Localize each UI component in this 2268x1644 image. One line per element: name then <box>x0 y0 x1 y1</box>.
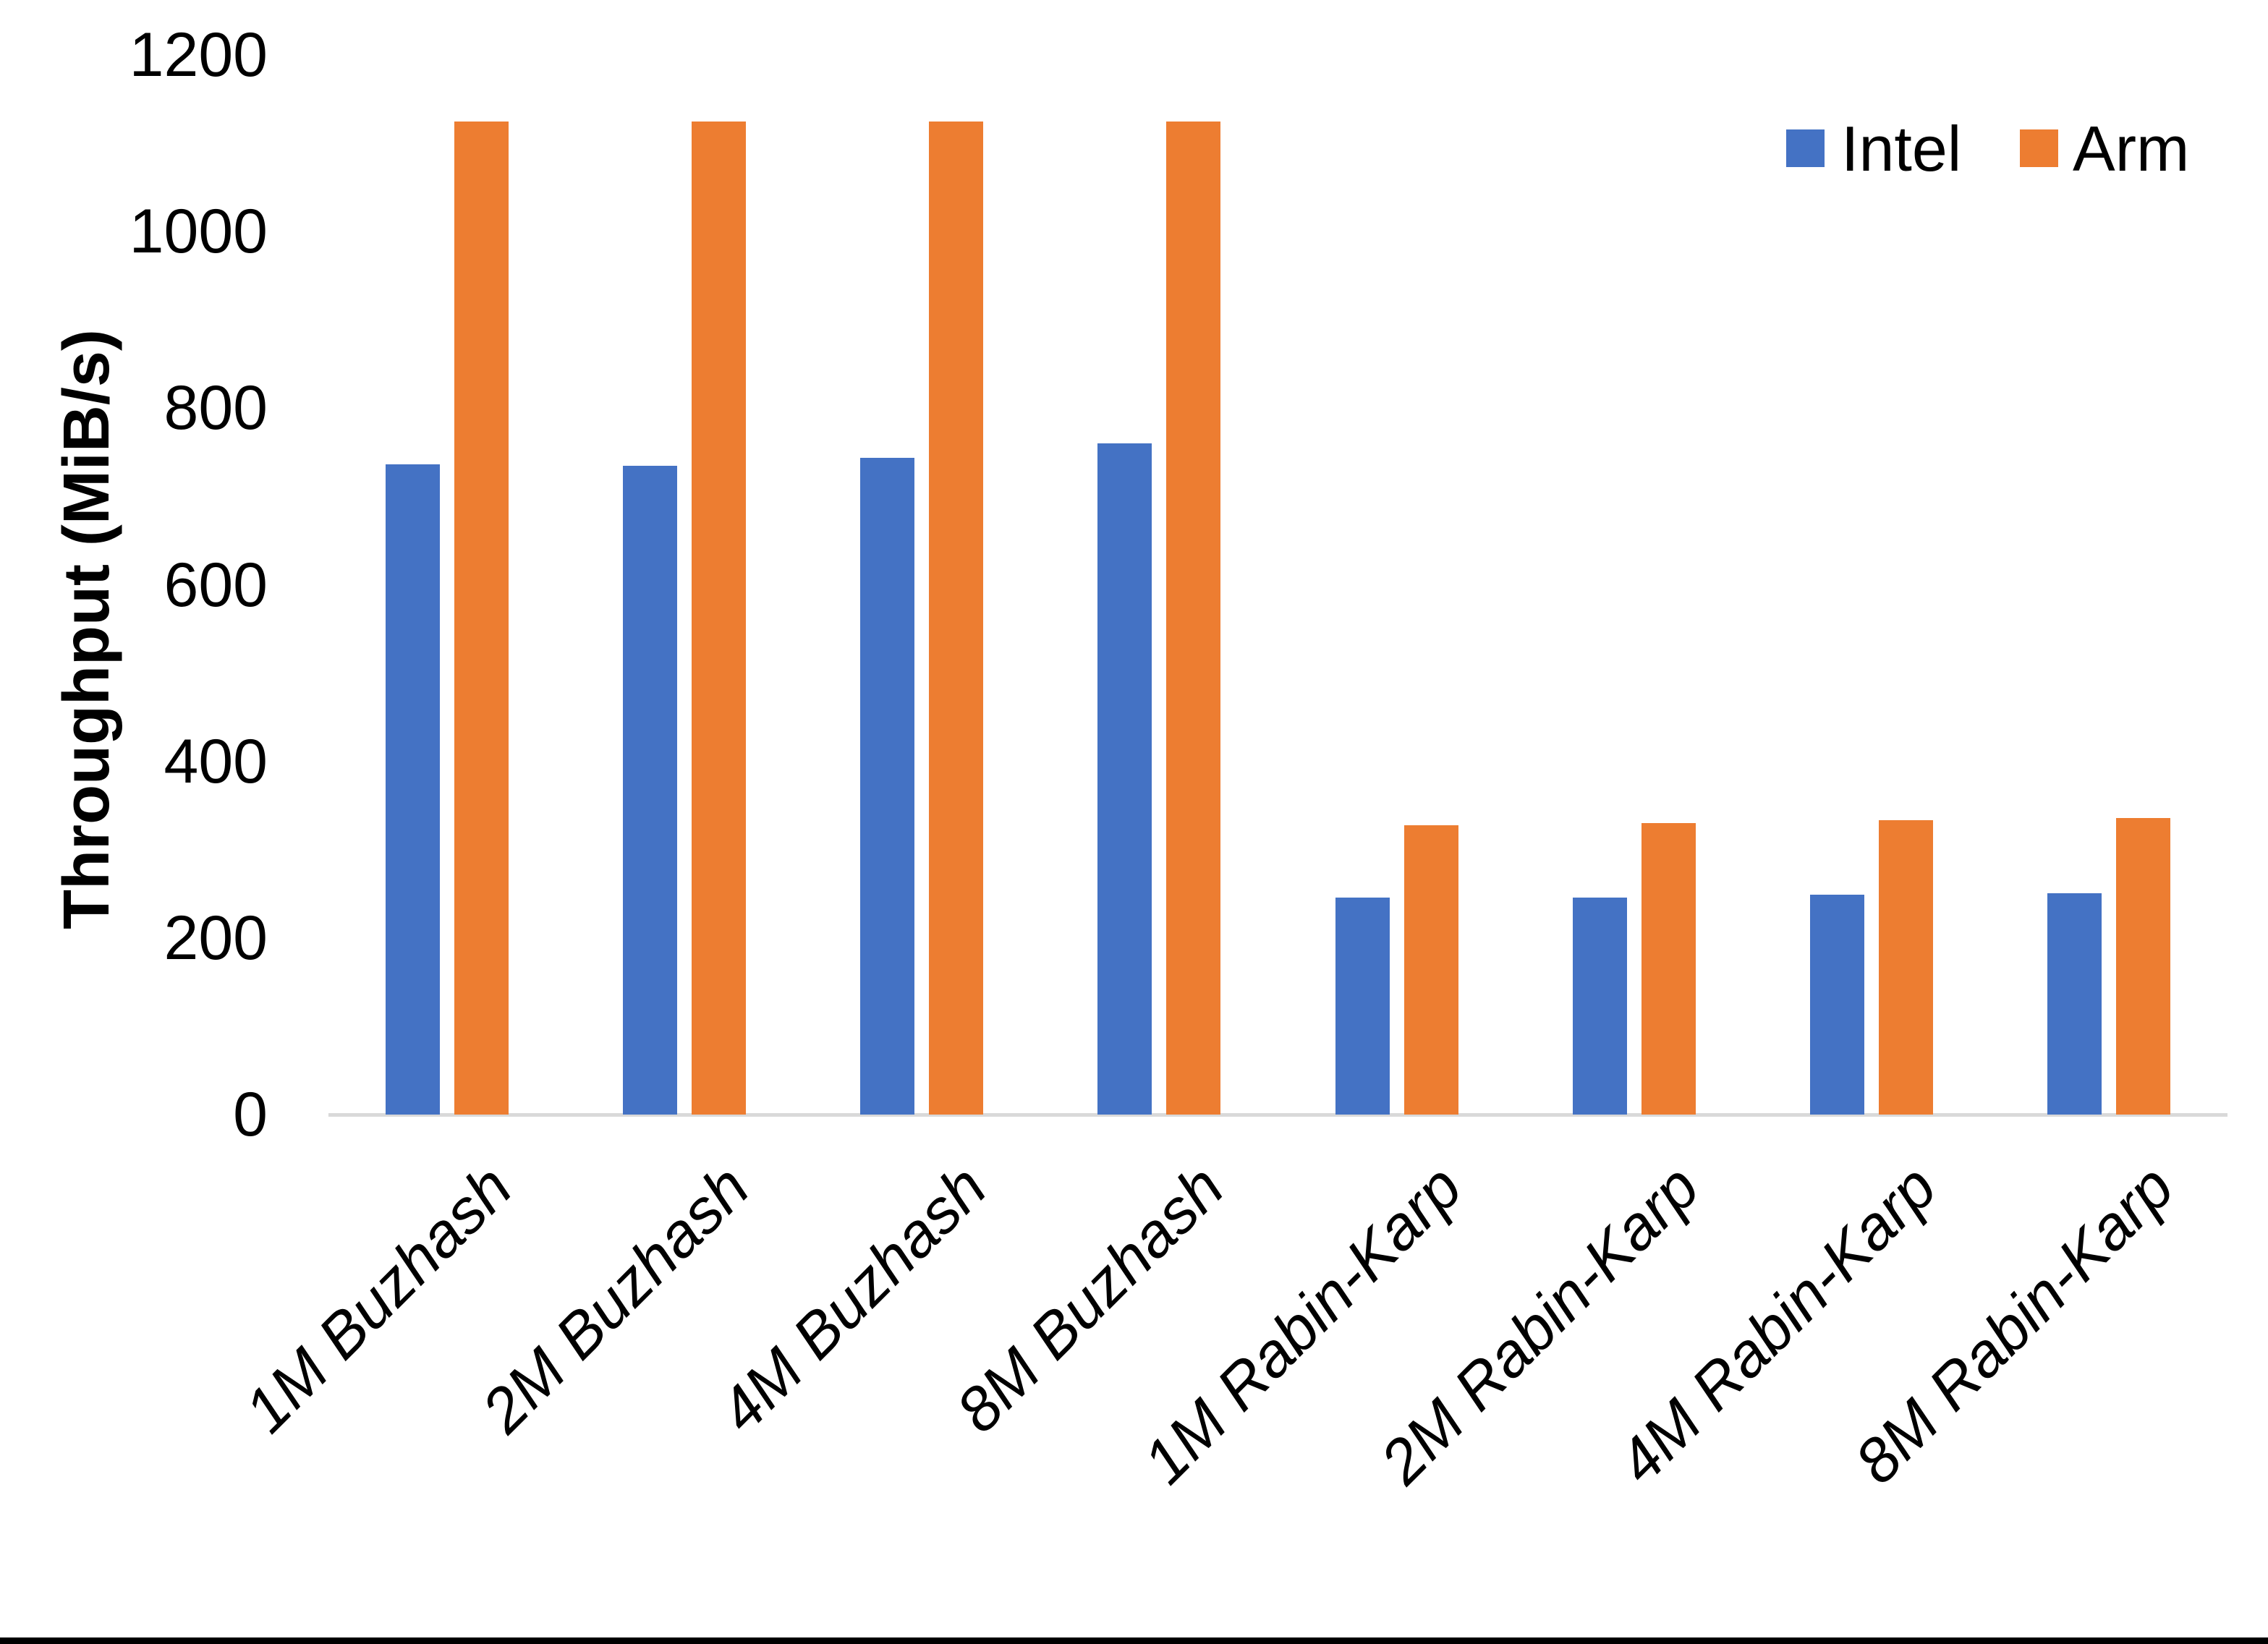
bar-intel-4m-buzhash <box>860 457 915 1115</box>
bar-intel-1m-buzhash <box>386 464 441 1115</box>
bar-arm-2m-rabin-karp <box>1641 823 1696 1115</box>
x-label-1m-buzhash: 1M Buzhash <box>232 1152 525 1446</box>
bar-arm-1m-rabin-karp <box>1403 825 1458 1115</box>
legend-label-intel: Intel <box>1841 113 1962 184</box>
y-tick-label-600: 600 <box>163 550 268 620</box>
bar-arm-1m-buzhash <box>454 121 509 1115</box>
bar-arm-4m-buzhash <box>929 121 984 1115</box>
bar-intel-4m-rabin-karp <box>1809 895 1864 1115</box>
x-axis-line <box>328 1113 2227 1117</box>
bar-intel-2m-rabin-karp <box>1572 897 1627 1115</box>
bar-arm-4m-rabin-karp <box>1878 820 1933 1115</box>
bottom-border <box>0 1637 2268 1644</box>
bar-intel-2m-buzhash <box>623 465 678 1115</box>
y-tick-label-0: 0 <box>233 1080 268 1149</box>
y-tick-label-400: 400 <box>163 726 268 796</box>
y-tick-label-200: 200 <box>163 903 268 973</box>
bar-arm-8m-buzhash <box>1166 121 1221 1115</box>
bar-intel-1m-rabin-karp <box>1335 897 1390 1115</box>
legend-swatch-arm <box>2020 129 2058 167</box>
bar-intel-8m-rabin-karp <box>2047 893 2102 1115</box>
legend-label-arm: Arm <box>2073 113 2190 184</box>
y-tick-label-1000: 1000 <box>129 197 268 267</box>
bar-arm-2m-buzhash <box>692 121 747 1115</box>
bar-arm-8m-rabin-karp <box>2115 817 2170 1115</box>
y-tick-label-1200: 1200 <box>129 20 268 90</box>
bar-intel-8m-buzhash <box>1097 443 1152 1115</box>
y-tick-label-800: 800 <box>163 373 268 443</box>
legend-swatch-intel <box>1786 129 1825 167</box>
